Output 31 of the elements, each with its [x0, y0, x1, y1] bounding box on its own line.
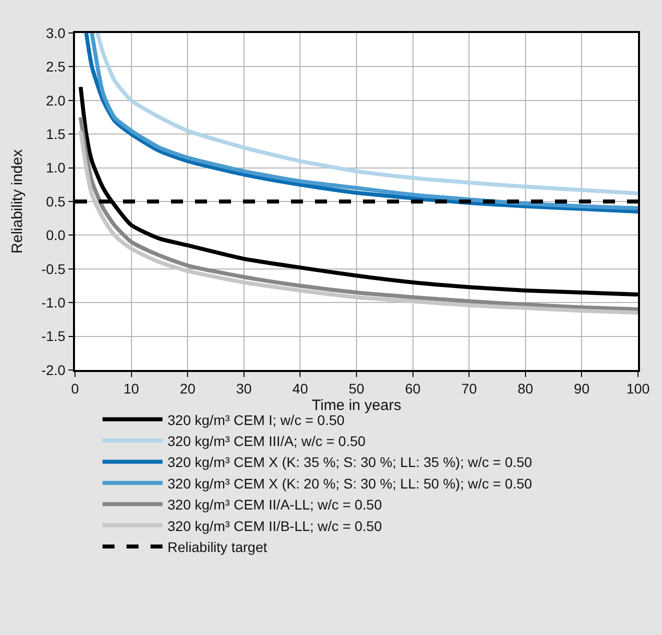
x-tick-label: 0	[71, 380, 80, 397]
x-axis-title: Time in years	[312, 397, 402, 414]
x-tick-label: 50	[348, 380, 364, 397]
legend-label: 320 kg/m³ CEM II/B-LL; w/c = 0.50	[168, 518, 382, 534]
y-tick-label: -0.5	[41, 260, 66, 277]
x-tick-label: 90	[574, 380, 590, 397]
legend-label: Reliability target	[168, 538, 268, 555]
y-tick-label: -1.0	[41, 294, 66, 310]
y-tick-label: 0.5	[46, 193, 66, 210]
x-tick-label: 30	[236, 380, 252, 397]
y-tick-label: 1.0	[46, 160, 66, 176]
x-tick-label: 60	[405, 380, 421, 397]
x-tick-label: 20	[180, 380, 196, 397]
legend-label: 320 kg/m³ CEM II/A-LL; w/c = 0.50	[168, 496, 382, 513]
legend-label: 320 kg/m³ CEM III/A; w/c = 0.50	[168, 432, 366, 449]
legend-label: 320 kg/m³ CEM I; w/c = 0.50	[168, 412, 345, 428]
y-tick-label: 1.5	[46, 126, 66, 142]
y-axis-title: Reliability index	[9, 148, 26, 254]
y-tick-label: 0.0	[46, 227, 66, 244]
legend-label: 320 kg/m³ CEM X (K: 20 %; S: 30 %; LL: 50 %); w/c = 0.50	[168, 475, 532, 492]
legend-label: 320 kg/m³ CEM X (K: 35 %; S: 30 %; LL: 35 %); w/c = 0.50	[168, 454, 532, 470]
y-tick-label: 2.0	[46, 92, 66, 108]
y-tick-label: 3.0	[46, 24, 66, 41]
y-tick-label: -1.5	[41, 328, 66, 344]
x-tick-label: 70	[461, 380, 478, 397]
x-tick-label: 40	[292, 380, 308, 397]
y-tick-label: 2.5	[46, 58, 66, 75]
x-tick-label: 80	[518, 380, 534, 397]
x-tick-label: 100	[626, 380, 650, 397]
x-tick-label: 10	[124, 380, 140, 397]
y-tick-label: -2.0	[41, 362, 66, 378]
